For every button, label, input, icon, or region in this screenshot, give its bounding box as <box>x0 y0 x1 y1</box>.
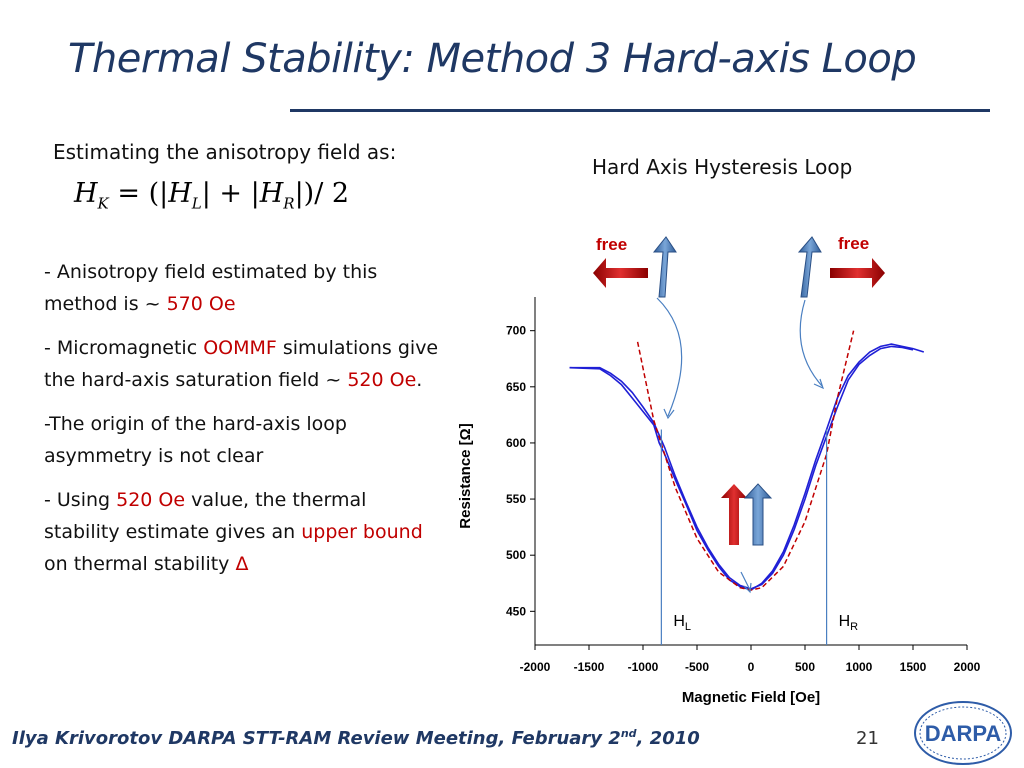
formula-mid: | + | <box>201 178 260 209</box>
x-tick-label: -2000 <box>520 660 551 674</box>
free-label-left: free <box>596 235 627 254</box>
x-tick-label: 1000 <box>846 660 873 674</box>
x-tick-label: -1000 <box>628 660 659 674</box>
x-axis-title: Magnetic Field [Oe] <box>682 689 820 706</box>
footer-main: Ilya Krivorotov DARPA STT-RAM Review Mee… <box>12 728 621 749</box>
bullet-text: -The origin of the hard-axis loop asymme… <box>44 413 347 467</box>
bullet-asymmetry: -The origin of the hard-axis loop asymme… <box>44 408 444 472</box>
x-tick-label: 500 <box>795 660 815 674</box>
bullet-text: value, the thermal stability estimate gi… <box>44 489 367 543</box>
formula-hr: H <box>259 178 284 209</box>
bullet-oommf: - Micromagnetic OOMMF simulations give t… <box>44 332 444 396</box>
footer-text: Ilya Krivorotov DARPA STT-RAM Review Mee… <box>12 727 700 749</box>
formula-r-sub: R <box>283 194 295 213</box>
bullet-list: - Anisotropy field estimated by this met… <box>44 256 444 592</box>
y-tick-label: 450 <box>506 604 526 618</box>
bullet-highlight: 520 Oe <box>116 489 186 511</box>
formula-equals: = <box>117 178 140 209</box>
loop-curve-1 <box>569 343 925 591</box>
x-tick-label: -1500 <box>574 660 605 674</box>
bullet-text: - Using <box>44 489 117 511</box>
left-fixed-layer-arrow <box>652 236 677 298</box>
left-free-layer-arrow <box>593 258 648 288</box>
footer-tail: , 2010 <box>636 728 700 749</box>
y-tick-label: 550 <box>506 492 526 506</box>
hr-label-main: H <box>839 613 851 630</box>
right-free-layer-arrow <box>830 258 885 288</box>
bullet-text: . <box>416 369 423 391</box>
intro-text: Estimating the anisotropy field as: <box>53 140 397 164</box>
right-callout-arrowhead <box>813 378 824 390</box>
bullet-anisotropy: - Anisotropy field estimated by this met… <box>44 256 444 320</box>
slide-title: Thermal Stability: Method 3 Hard-axis Lo… <box>68 36 917 82</box>
anisotropy-formula: HK = (|HL| + |HR|)/ 2 <box>74 178 349 212</box>
hl-label-main: H <box>673 613 685 630</box>
page-number: 21 <box>856 728 879 749</box>
x-tick-label: 0 <box>748 660 755 674</box>
formula-open: (| <box>148 178 169 209</box>
right-callout-arrow <box>799 299 823 387</box>
right-fixed-layer-arrow <box>797 236 822 298</box>
hr-label-sub: R <box>850 621 858 633</box>
x-tick-label: 2000 <box>954 660 981 674</box>
center-free-layer-arrow <box>721 484 747 545</box>
hr-label: HR <box>839 613 859 633</box>
bullet-text: - Micromagnetic <box>44 337 204 359</box>
loop-curve-2 <box>569 345 914 590</box>
x-tick-label: 1500 <box>900 660 927 674</box>
formula-close: |)/ 2 <box>294 178 350 209</box>
bullet-text: on thermal stability <box>44 553 236 575</box>
left-callout-arrow <box>656 297 683 417</box>
y-tick-label: 500 <box>506 548 526 562</box>
y-tick-label: 650 <box>506 380 526 394</box>
formula-l-sub: L <box>191 194 202 213</box>
min-callout-arrowhead <box>743 582 752 594</box>
bullet-text: simulations give the hard-axis saturatio… <box>44 337 439 391</box>
min-callout-arrow <box>740 571 751 591</box>
bullet-text: - Anisotropy field estimated by this met… <box>44 261 378 315</box>
bullet-highlight: OOMMF <box>203 337 277 359</box>
bullet-highlight: 570 Oe <box>166 293 236 315</box>
x-tick-label: -500 <box>685 660 709 674</box>
fit-line-dashed <box>636 330 855 591</box>
hl-label-sub: L <box>685 621 691 633</box>
center-fixed-layer-arrow <box>743 483 773 546</box>
formula-lhs-sub: K <box>97 194 109 213</box>
y-axis-title: Resistance [Ω] <box>457 423 474 528</box>
y-tick-label: 600 <box>506 436 526 450</box>
bullet-highlight: upper bound <box>301 521 423 543</box>
formula-lhs: H <box>74 178 98 209</box>
free-label-right: free <box>838 234 869 253</box>
chart-title: Hard Axis Hysteresis Loop <box>592 155 853 179</box>
formula-hl: H <box>168 178 192 209</box>
bullet-highlight: 520 Oe <box>347 369 417 391</box>
bullet-thermal: - Using 520 Oe value, the thermal stabil… <box>44 484 444 580</box>
delta-symbol: Δ <box>235 553 249 575</box>
hl-label: HL <box>673 613 691 633</box>
footer-sup: nd <box>620 727 637 740</box>
y-tick-label: 700 <box>506 324 526 338</box>
left-callout-arrowhead <box>663 408 675 420</box>
title-underline <box>290 109 990 112</box>
